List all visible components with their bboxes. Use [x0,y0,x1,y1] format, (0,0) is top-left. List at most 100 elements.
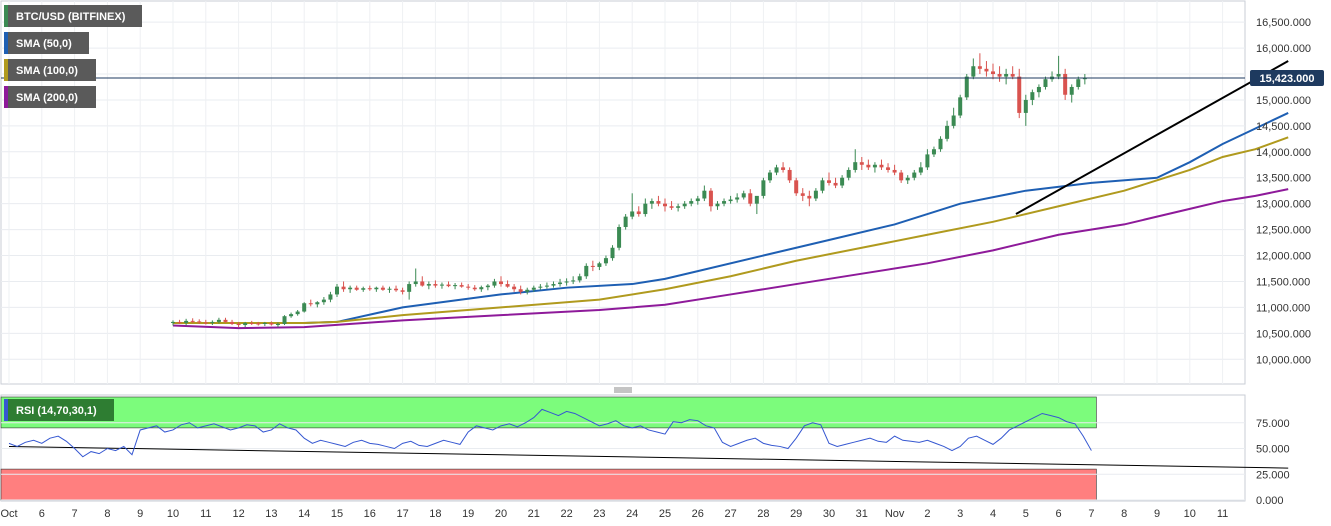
candle [918,162,923,176]
time-tick-label: 23 [593,508,605,520]
candle [938,136,943,152]
time-tick-label: 27 [724,508,736,520]
candle [551,281,556,288]
price-tick-label: 14,000.000 [1256,147,1311,159]
rsi-oversold-zone [0,468,1097,501]
candle [577,273,582,283]
candle [774,164,779,176]
candle [800,188,805,202]
candle [354,285,359,291]
candle [787,167,792,183]
candle [256,321,261,326]
candle [197,319,202,324]
time-tick-label: 29 [790,508,802,520]
time-tick-label: 8 [1121,508,1127,520]
rsi-legend: RSI (14,70,30,1) [4,399,114,421]
price-tick-label: 12,000.000 [1256,251,1311,263]
candle [846,167,851,181]
legend-title: BTC/USD (BITFINEX) [4,5,142,27]
candle [269,321,274,326]
time-tick-label: 17 [396,508,408,520]
candle [728,195,733,204]
time-tick-label: 18 [429,508,441,520]
time-tick-label: 10 [167,508,179,520]
candle [892,164,897,176]
time-tick-label: 4 [990,508,996,520]
legend: BTC/USD (BITFINEX) SMA (50,0) SMA (100,0… [4,5,142,108]
svg-text:BTC/USD (BITFINEX): BTC/USD (BITFINEX) [16,11,126,23]
candle [453,283,458,290]
candle [564,278,569,286]
candle [171,320,175,326]
candle [643,198,648,217]
time-tick-label: 30 [823,508,835,520]
candle [866,159,871,170]
price-tick-label: 11,500.000 [1256,276,1310,288]
candle [1076,76,1081,90]
candle [1069,84,1074,103]
legend-sma-100: SMA (100,0) [4,59,96,81]
rsi-trendline [8,445,1289,469]
time-tick-label: 15 [331,508,343,520]
candle [722,198,727,207]
time-tick-label: 25 [659,508,671,520]
candle [249,320,254,326]
candle [1004,68,1009,85]
candle [945,120,950,142]
candle [813,188,818,202]
time-tick-label: 31 [856,508,868,520]
candle [1017,68,1022,119]
candle [538,284,543,290]
svg-text:SMA (100,0): SMA (100,0) [16,65,78,77]
candle [1056,55,1061,80]
candle [512,284,517,292]
candle [840,175,845,189]
candle [781,162,786,173]
candle [833,177,838,189]
time-tick-label: 6 [39,508,45,520]
candle [584,263,589,279]
candle [630,193,635,220]
candle [899,169,904,183]
time-tick-label: 20 [495,508,507,520]
candle [177,319,182,324]
candle [531,285,536,292]
current-price-badge: 15,423.000 [1250,70,1324,87]
candle [715,201,720,210]
candle [426,281,431,290]
candle [590,260,595,272]
price-axis: 10,000.000 10,500.000 11,000.000 11,500.000… [1256,17,1311,366]
candle [341,281,346,292]
candle [1036,84,1041,98]
panel-resize-handle[interactable] [614,387,632,393]
candle [610,245,615,261]
candle [367,285,372,291]
rsi-tick-label: 50.000 [1256,444,1290,456]
time-tick-label: 7 [1088,508,1094,520]
price-tick-label: 16,500.000 [1256,17,1311,29]
candles [171,53,1087,328]
candle [991,63,995,80]
rsi-axis: 0.000 25.000 50.000 75.000 [1256,418,1290,507]
price-tick-label: 13,000.000 [1256,199,1311,211]
candle [420,276,425,287]
sma-lines [172,112,1289,330]
candle [289,312,294,318]
candle [1082,74,1087,85]
candle [262,321,267,327]
svg-text:SMA (200,0): SMA (200,0) [16,92,78,104]
candle [558,278,563,287]
candle [387,286,392,293]
candle [459,282,464,288]
candle [184,318,189,326]
rsi-overbought-zone [0,396,1097,429]
candle [905,175,910,184]
time-tick-label: 11 [200,508,211,520]
candle [984,61,989,77]
legend-sma-200: SMA (200,0) [4,86,96,108]
candle [971,58,976,80]
candle [433,280,438,288]
candle [374,286,379,292]
candle [518,285,523,295]
candle [958,94,963,119]
